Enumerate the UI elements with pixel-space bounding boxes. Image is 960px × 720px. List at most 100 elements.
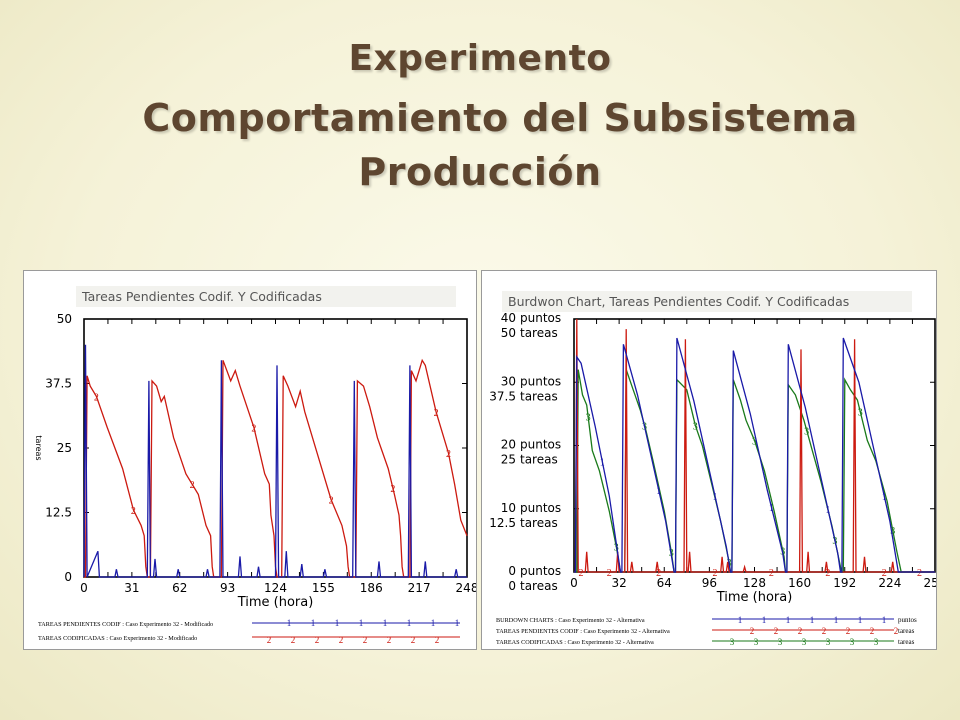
- legend-marker: 2: [822, 626, 827, 636]
- legend-marker: 1: [810, 615, 815, 625]
- legend-marker: 1: [311, 618, 316, 628]
- y-tick-label-puntos: 0: [508, 564, 516, 578]
- y-tick-label-tareas: 12.5: [489, 516, 516, 530]
- series-marker: 1: [882, 492, 887, 503]
- series-marker: 3: [693, 421, 698, 432]
- series-marker: 1: [825, 505, 830, 516]
- legend-marker: 3: [874, 637, 879, 647]
- legend-text: TAREAS PENDIENTES CODIF : Caso Experimen…: [496, 628, 670, 635]
- series-marker: 3: [858, 408, 863, 419]
- legend-marker: 3: [754, 637, 759, 647]
- legend-marker: 1: [287, 618, 292, 628]
- y-tick-label: 37.5: [45, 377, 72, 391]
- legend-marker: 1: [407, 618, 412, 628]
- legend-text: BURDOWN CHARTS : Caso Experimento 32 - A…: [496, 617, 645, 624]
- y-unit-label-tareas: tareas: [520, 453, 558, 467]
- y-unit-label-puntos: puntos: [520, 438, 561, 452]
- legend-marker: 2: [339, 635, 344, 645]
- y-unit-label-tareas: tareas: [520, 326, 558, 340]
- series-marker: 2: [579, 568, 584, 579]
- legend-marker: 3: [826, 637, 831, 647]
- y-tick-label-tareas: 50: [501, 326, 516, 340]
- legend-marker: 1: [383, 618, 388, 628]
- slide-title-line-2: Comportamiento del Subsistema: [142, 96, 858, 140]
- y-tick-label-tareas: 25: [501, 453, 516, 467]
- series-marker: 2: [434, 408, 439, 419]
- legend-marker: 2: [846, 626, 851, 636]
- series-marker: 2: [882, 568, 887, 579]
- x-tick-label: 0: [570, 576, 578, 590]
- series-marker: 2: [917, 568, 922, 579]
- series-marker: 2: [390, 484, 395, 495]
- series-line: [574, 318, 935, 573]
- chart-title: Burdwon Chart, Tareas Pendientes Codif. …: [502, 291, 912, 312]
- series-marker: 2: [825, 568, 830, 579]
- legend-marker: 2: [387, 635, 392, 645]
- series-marker: 3: [890, 526, 895, 537]
- series-marker: 2: [656, 568, 661, 579]
- series-marker: 2: [190, 480, 195, 491]
- x-tick-label: 32: [611, 576, 626, 590]
- legend-text: TAREAS PENDIENTES CODIF : Caso Experimen…: [38, 621, 213, 628]
- series-marker: 2: [251, 423, 256, 434]
- chart-left-svg: 0 31 62 93 124 155 186 217 248 Time (hora) 50 37.5 2…: [34, 312, 476, 645]
- x-axis-label: Time (hora): [237, 595, 314, 610]
- series-marker: 2: [446, 449, 451, 460]
- slide-title-line-3: Producción: [358, 150, 602, 194]
- series-marker: 3: [752, 436, 757, 447]
- x-tick-label: 217: [408, 581, 431, 595]
- legend-marker: 2: [870, 626, 875, 636]
- series-marker: 3: [804, 426, 809, 437]
- x-tick-label: 256: [924, 576, 936, 590]
- legend-marker: 1: [738, 615, 743, 625]
- y-tick-label: 12.5: [45, 506, 72, 520]
- x-tick-label: 64: [657, 576, 672, 590]
- chart-panel-right: Burdwon Chart, Tareas Pendientes Codif. …: [481, 270, 937, 650]
- x-tick-label: 62: [172, 581, 187, 595]
- y-tick-label-puntos: 20: [501, 438, 516, 452]
- legend-marker: 1: [431, 618, 436, 628]
- x-axis-label: Time (hora): [716, 590, 793, 605]
- legend-marker: 3: [730, 637, 735, 647]
- y-tick-label-puntos: 10: [501, 501, 516, 515]
- x-tick-label: 160: [788, 576, 811, 590]
- x-tick-label: 0: [80, 581, 88, 595]
- legend-text: TAREAS CODIFICADAS : Caso Experimento 32…: [38, 635, 197, 642]
- x-tick-label: 155: [312, 581, 335, 595]
- x-tick-label: 186: [360, 581, 383, 595]
- series-marker: 2: [769, 568, 774, 579]
- x-tick-label: 128: [743, 576, 766, 590]
- legend-marker: 2: [774, 626, 779, 636]
- y-unit-label-tareas: tareas: [520, 579, 558, 593]
- legend-marker: 1: [834, 615, 839, 625]
- x-tick-label: 96: [702, 576, 717, 590]
- y-unit-label-puntos: puntos: [520, 501, 561, 515]
- legend-marker: 3: [778, 637, 783, 647]
- y-tick-label: 50: [57, 312, 72, 326]
- chart-panel-left: Tareas Pendientes Codif. Y Codificadas 0…: [23, 270, 477, 650]
- x-tick-label: 224: [878, 576, 901, 590]
- series-marker: 1: [600, 457, 605, 468]
- legend-marker: 2: [894, 626, 899, 636]
- series-marker: 1: [769, 503, 774, 514]
- y-tick-label-tareas: 0: [508, 579, 516, 593]
- y-axis-label: tareas: [34, 435, 43, 460]
- legend-marker: 1: [882, 615, 887, 625]
- y-tick-label: 25: [57, 441, 72, 455]
- legend-marker: 2: [435, 635, 440, 645]
- y-unit-label-tareas: tareas: [520, 389, 558, 403]
- series-marker: 2: [607, 568, 612, 579]
- y-tick-label-tareas: 37.5: [489, 389, 516, 403]
- legend-marker: 2: [291, 635, 296, 645]
- legend-unit: tareas: [898, 638, 915, 646]
- chart-right-svg: 0326496128160192224256Time (hora)40punto…: [489, 311, 936, 647]
- series-line: [574, 337, 935, 573]
- y-tick-label-puntos: 30: [501, 374, 516, 388]
- legend-marker: 1: [858, 615, 863, 625]
- plot-area: [573, 318, 936, 573]
- slide-title-line-1: Experimento: [348, 38, 612, 79]
- chart-title: Tareas Pendientes Codif. Y Codificadas: [76, 286, 456, 307]
- x-tick-label: 124: [264, 581, 287, 595]
- x-tick-label: 248: [456, 581, 476, 595]
- x-tick-label: 192: [833, 576, 856, 590]
